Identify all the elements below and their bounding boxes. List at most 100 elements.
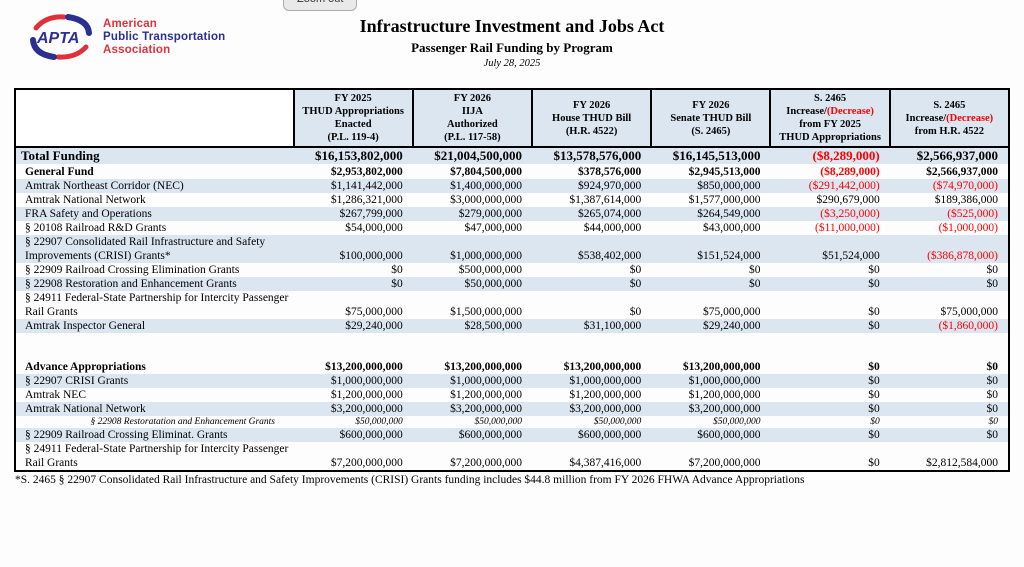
- table-row: Amtrak Inspector General $29,240,000 $28,5…: [15, 319, 1009, 333]
- row-label: Amtrak Northeast Corridor (NEC): [25, 180, 184, 192]
- cell-value: $279,000,000: [458, 208, 523, 220]
- cell-value: $0: [868, 278, 880, 290]
- cell-value: $2,953,802,000: [330, 166, 403, 178]
- cell-value: $1,200,000,000: [330, 389, 403, 401]
- cell-value: $43,000,000: [702, 222, 761, 234]
- cell-value: $50,000,000: [474, 417, 523, 427]
- page-date: July 28, 2025: [483, 58, 541, 69]
- row-label: § 24911 Federal-State Partnership for In…: [25, 292, 289, 318]
- cell-value: $924,970,000: [578, 180, 642, 192]
- cell-value: $0: [986, 429, 999, 441]
- table-row: Amtrak National Network $1,286,321,000 $3,…: [15, 193, 1009, 207]
- cell-value: $2,945,513,000: [688, 166, 761, 178]
- funding-table: FY 2025 THUD Appropriations Enacted (P.L. 1…: [14, 88, 1011, 472]
- apta-logo-text: American Public Transportation Associati…: [103, 18, 225, 57]
- cell-value: $3,200,000,000: [450, 403, 523, 415]
- row-label: § 20108 Railroad R&D Grants: [25, 222, 167, 234]
- cell-value: $0: [748, 264, 761, 276]
- logo-line-association: Association: [103, 43, 171, 56]
- header-cell: FY 2025 THUD Appropriations Enacted (P.L. 1…: [292, 88, 414, 148]
- table-footnote: *S. 2465 § 22907 Consolidated Rail Infra…: [15, 474, 805, 486]
- page-subtitle: Passenger Rail Funding by Program: [411, 40, 613, 55]
- cell-value: ($1,000,000): [938, 222, 998, 234]
- cell-value: $50,000,000: [464, 278, 523, 290]
- cell-value: $29,240,000: [702, 320, 761, 332]
- cell-value: $16,153,802,000: [315, 148, 403, 163]
- cell-value: $21,004,500,000: [434, 148, 523, 163]
- cell-value: $0: [748, 278, 761, 290]
- cell-value: $50,000,000: [355, 417, 403, 427]
- cell-value: $3,200,000,000: [330, 403, 403, 415]
- row-label: § 22908 Restoratation and Enhancement Gr…: [90, 417, 275, 427]
- cell-value: $538,402,000: [578, 250, 642, 262]
- cell-value: $0: [391, 278, 403, 290]
- cell-value: [770, 333, 889, 359]
- cell-value: $1,000,000,000: [450, 375, 523, 387]
- cell-value: $1,286,321,000: [330, 194, 403, 206]
- cell-value: $29,240,000: [345, 320, 403, 332]
- row-label: [15, 333, 294, 359]
- cell-value: [890, 333, 1009, 359]
- table-row: Advance Appropriations $13,200,000,000 $13…: [15, 359, 1009, 374]
- cell-value: $7,804,500,000: [450, 166, 523, 178]
- cell-value: $1,141,442,000: [330, 180, 403, 192]
- cell-value: $31,100,000: [583, 320, 642, 332]
- cell-value: $16,145,513,000: [672, 148, 761, 163]
- cell-value: ($291,442,000): [808, 180, 880, 192]
- cell-value: $0: [868, 306, 880, 318]
- row-label: § 22909 Railroad Crossing Eliminat. Gran…: [25, 429, 228, 441]
- row-label: § 24911 Federal-State Partnership for In…: [25, 443, 289, 469]
- table-row: [15, 333, 1009, 359]
- cell-value: $50,000,000: [712, 417, 761, 427]
- cell-value: $1,000,000,000: [569, 375, 642, 387]
- cell-value: $1,000,000,000: [330, 375, 403, 387]
- cell-value: $7,200,000,000: [688, 457, 761, 469]
- cell-value: $1,200,000,000: [569, 389, 642, 401]
- cell-value: $265,074,000: [578, 208, 642, 220]
- cell-value: $1,400,000,000: [450, 180, 523, 192]
- table-row: § 22907 Consolidated Rail Infrastructure…: [15, 235, 1009, 263]
- cell-value: $0: [868, 375, 880, 387]
- funding-table-wrap: FY 2025 THUD Appropriations Enacted (P.L. 1…: [14, 88, 1011, 486]
- cell-value: $0: [629, 264, 642, 276]
- apta-acronym: APTA: [36, 30, 79, 47]
- cell-value: $7,200,000,000: [330, 457, 403, 469]
- cell-value: $0: [986, 403, 999, 415]
- row-label: FRA Safety and Operations: [25, 208, 152, 220]
- row-label: General Fund: [25, 166, 94, 178]
- cell-value: $0: [868, 361, 880, 373]
- cell-value: $0: [868, 457, 880, 469]
- cell-value: $0: [868, 429, 880, 441]
- cell-value: ($8,289,000): [820, 166, 880, 178]
- header-cell: S. 2465 Increase/(Decrease) from FY 2025 TH…: [769, 88, 891, 148]
- cell-value: $600,000,000: [339, 429, 403, 441]
- cell-value: $290,679,000: [816, 194, 880, 206]
- cell-value: $75,000,000: [940, 306, 999, 318]
- cell-value: $0: [391, 264, 403, 276]
- page-title: Infrastructure Investment and Jobs Act: [359, 16, 665, 36]
- cell-value: ($11,000,000): [814, 222, 880, 234]
- cell-value: $3,200,000,000: [569, 403, 642, 415]
- cell-value: $1,000,000,000: [450, 250, 523, 262]
- cell-value: $151,524,000: [697, 250, 761, 262]
- cell-value: $2,566,937,000: [926, 166, 998, 178]
- apta-logo-mark: APTA: [30, 14, 92, 60]
- cell-value: $378,576,000: [578, 166, 642, 178]
- row-label: Amtrak National Network: [25, 194, 146, 206]
- cell-value: $264,549,000: [697, 208, 761, 220]
- cell-value: $47,000,000: [464, 222, 523, 234]
- cell-value: ($74,970,000): [932, 180, 998, 192]
- table-row: Amtrak National Network $3,200,000,000 $3,…: [15, 402, 1009, 416]
- apta-logo: APTA American Public Transportation Asso…: [26, 13, 225, 61]
- table-row: FRA Safety and Operations $267,799,000 $27…: [15, 207, 1009, 221]
- cell-value: $0: [868, 264, 880, 276]
- cell-value: $4,387,416,000: [569, 457, 642, 469]
- cell-value: $0: [868, 320, 880, 332]
- cell-value: $600,000,000: [697, 429, 761, 441]
- zoom-out-button[interactable]: Zoom out: [283, 0, 358, 11]
- table-row: § 22908 Restoration and Enhancement Gran…: [15, 277, 1009, 291]
- cell-value: $7,200,000,000: [450, 457, 523, 469]
- cell-value: $13,578,576,000: [553, 148, 642, 163]
- row-label: § 22908 Restoration and Enhancement Gran…: [25, 278, 237, 290]
- table-row: § 22909 Railroad Crossing Eliminat. Gran…: [15, 428, 1009, 442]
